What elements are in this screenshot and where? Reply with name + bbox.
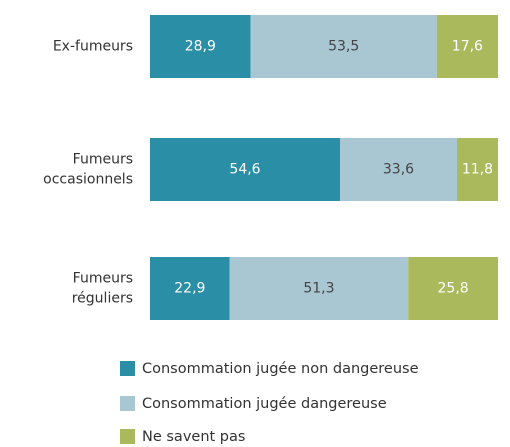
bar-segment xyxy=(250,15,437,78)
bar-segment xyxy=(408,257,498,320)
bar-segment xyxy=(150,257,230,320)
bar-segment xyxy=(150,138,341,201)
bar-segment xyxy=(150,15,251,78)
legend-swatch xyxy=(120,361,135,376)
bar-segment xyxy=(229,257,409,320)
value-label: 11,8 xyxy=(462,162,493,178)
category-label: Fumeurs occasionnels xyxy=(43,152,133,188)
value-label: 51,3 xyxy=(303,281,334,297)
bar-segment xyxy=(340,138,457,201)
legend-swatch xyxy=(120,396,135,411)
legend-label: Consommation jugée dangereuse xyxy=(142,396,387,412)
legend-label: Consommation jugée non dangereuse xyxy=(142,361,419,377)
bar-segment xyxy=(456,138,498,201)
bar-segment xyxy=(436,15,498,78)
value-label: 53,5 xyxy=(328,39,359,55)
value-label: 33,6 xyxy=(383,162,414,178)
legend-label: Ne savent pas xyxy=(142,429,245,445)
category-label: Fumeurs réguliers xyxy=(72,271,133,307)
value-label: 22,9 xyxy=(174,281,205,297)
value-label: 28,9 xyxy=(185,39,216,55)
category-label: Ex-fumeurs xyxy=(53,39,133,55)
value-label: 54,6 xyxy=(229,162,260,178)
value-label: 17,6 xyxy=(452,39,483,55)
legend-swatch xyxy=(120,429,135,444)
value-label: 25,8 xyxy=(438,281,469,297)
